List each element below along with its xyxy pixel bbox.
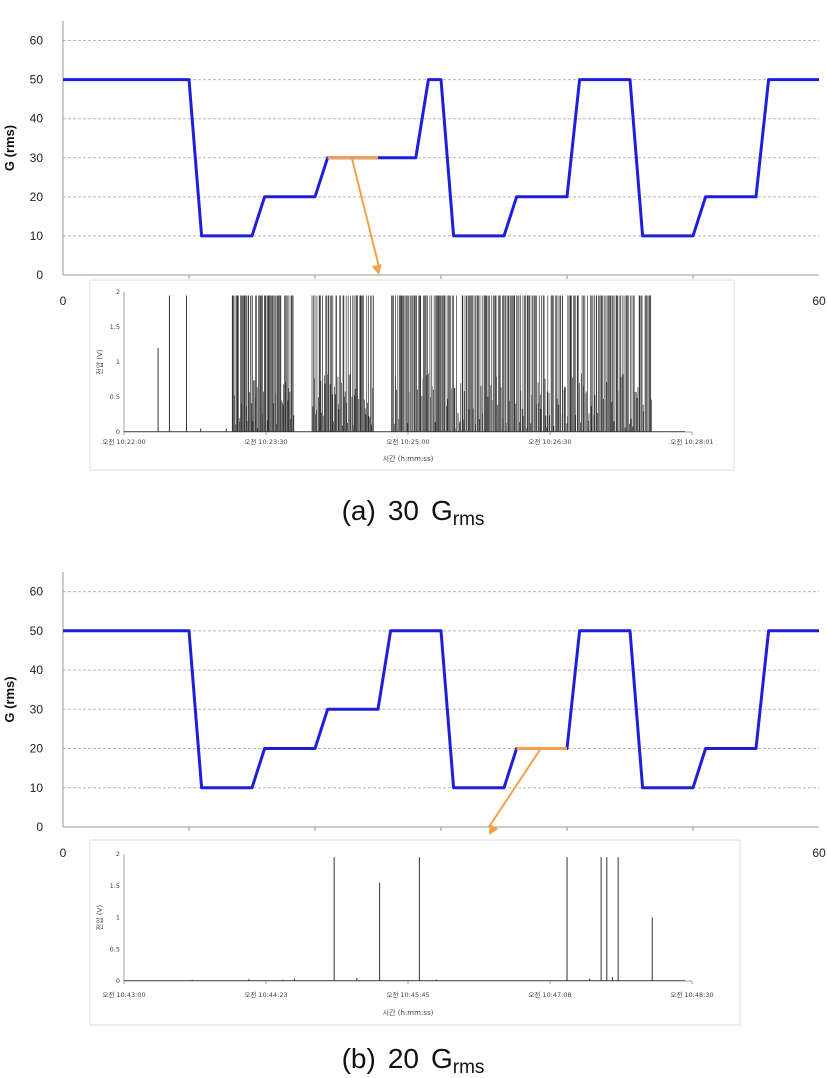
y-tick-label: 30 xyxy=(30,151,44,165)
sub-y-tick-label: 1.5 xyxy=(110,323,120,331)
y-tick-label: 0 xyxy=(36,268,43,282)
sub-y-axis-label: 전압 (V) xyxy=(95,905,104,931)
x-tick-label-start: 0 xyxy=(60,846,67,860)
y-tick-label: 20 xyxy=(30,190,44,204)
sub-x-tick-label: 오전 10:43:00 xyxy=(102,990,145,999)
y-tick-label: 60 xyxy=(30,585,44,599)
y-tick-label: 50 xyxy=(30,624,44,638)
panel-a: 0 10 20 30 40 50 60 0 60 G (rms) 0 0.5 1 1.5 2 오전 10:2… xyxy=(2,21,826,530)
series-line xyxy=(63,629,819,790)
sub-x-axis-label: 시간 (h:mm:ss) xyxy=(383,1008,434,1017)
x-tick-label-end: 60 xyxy=(812,294,826,308)
caption-b: (b) 20 Grms xyxy=(342,1043,485,1078)
y-tick-label: 10 xyxy=(30,229,44,243)
y-tick-label: 20 xyxy=(30,742,44,756)
highlight-arrowhead xyxy=(371,264,382,275)
y-tick-label: 40 xyxy=(30,112,44,126)
y-axis-label: G (rms) xyxy=(2,676,17,722)
highlight-arrow xyxy=(350,157,380,268)
y-tick-label: 60 xyxy=(30,34,44,48)
y-tick-label: 50 xyxy=(30,73,44,87)
sub-x-tick-label: 오전 10:26:30 xyxy=(528,437,571,446)
sub-chart-b: 0 0.5 1 1.5 2 오전 10:43:00 오전 10:44:23 오전 10:45:… xyxy=(89,839,741,1026)
sub-x-tick-label: 오전 10:22:00 xyxy=(102,437,145,446)
highlight-arrow xyxy=(488,747,542,828)
y-tick-label: 30 xyxy=(30,702,44,716)
x-tick-label-end: 60 xyxy=(812,846,826,860)
highlight-arrowhead xyxy=(488,823,499,835)
y-tick-label: 40 xyxy=(30,663,44,677)
sub-x-tick-label: 오전 10:45:45 xyxy=(386,990,429,999)
sub-y-tick-label: 0.5 xyxy=(110,393,120,401)
sub-x-tick-label: 오전 10:25:00 xyxy=(386,437,429,446)
sub-chart-a: 0 0.5 1 1.5 2 오전 10:22:00 오전 10:23:30 오전 10:25:… xyxy=(89,279,735,471)
sub-y-tick-label: 1 xyxy=(116,914,120,922)
sub-y-axis-label: 전압 (V) xyxy=(95,349,104,375)
sub-y-tick-label: 0.5 xyxy=(110,945,120,953)
sub-chart-frame xyxy=(89,839,741,1026)
caption-a: (a) 30 Grms xyxy=(342,495,485,530)
sub-x-tick-label: 오전 10:48:30 xyxy=(670,990,713,999)
sub-x-tick-label: 오전 10:23:30 xyxy=(244,437,287,446)
sub-y-tick-label: 2 xyxy=(116,288,120,296)
sub-x-tick-label: 오전 10:47:08 xyxy=(528,990,571,999)
sub-y-tick-label: 1.5 xyxy=(110,882,120,890)
sub-y-tick-label: 2 xyxy=(116,850,120,858)
sub-x-tick-label: 오전 10:28:01 xyxy=(670,437,713,446)
sub-x-axis-label: 시간 (h:mm:ss) xyxy=(383,454,434,463)
sub-y-tick-label: 1 xyxy=(116,358,120,366)
x-tick-label-start: 0 xyxy=(60,294,67,308)
sub-y-tick-label: 0 xyxy=(116,428,120,436)
panel-b: 0 10 20 30 40 50 60 0 60 G (rms) 0 0.5 1 1.5 2 오전 10:4… xyxy=(2,572,826,1078)
y-tick-label: 10 xyxy=(30,781,44,795)
y-axis-label: G (rms) xyxy=(2,125,17,171)
top-chart-b: 0 10 20 30 40 50 60 0 60 G (rms) xyxy=(2,572,826,860)
y-tick-label: 0 xyxy=(36,820,43,834)
sub-x-tick-label: 오전 10:44:23 xyxy=(244,990,287,999)
series-line xyxy=(63,78,819,238)
sub-y-tick-label: 0 xyxy=(116,977,120,985)
top-chart-a: 0 10 20 30 40 50 60 0 60 G (rms) xyxy=(2,21,826,308)
